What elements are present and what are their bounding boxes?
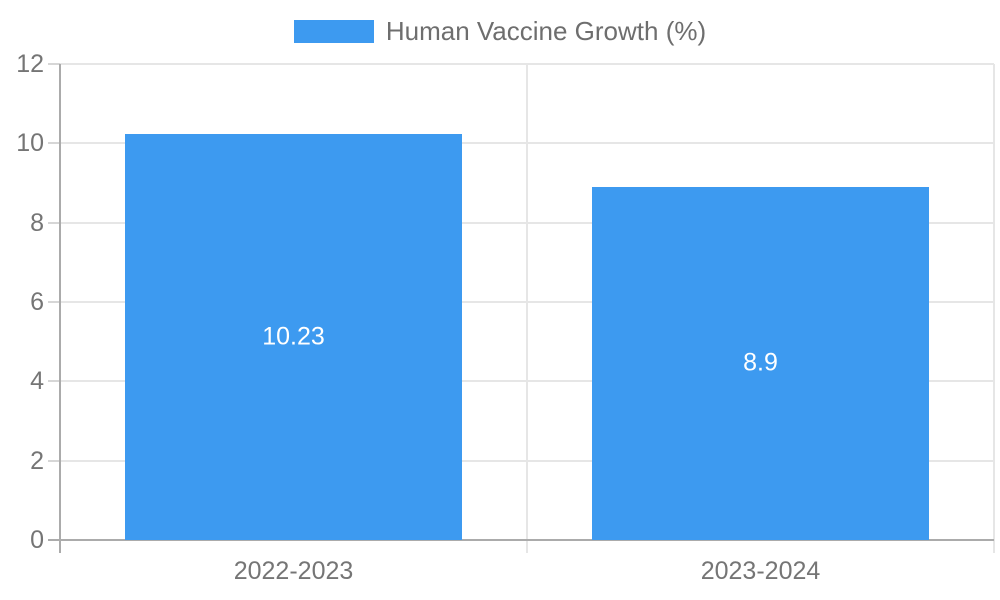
x-category-label: 2023-2024 bbox=[700, 557, 821, 585]
y-tick-mark bbox=[48, 221, 60, 224]
y-tick-label: 12 bbox=[16, 50, 44, 78]
y-tick-mark bbox=[48, 301, 60, 303]
bar[interactable]: 8.9 bbox=[592, 186, 929, 540]
legend-swatch bbox=[293, 20, 374, 43]
x-category-label: 2022-2023 bbox=[233, 557, 354, 585]
y-tick-label: 8 bbox=[30, 208, 44, 237]
y-tick-label: 4 bbox=[30, 367, 44, 396]
y-tick-mark bbox=[48, 142, 60, 145]
y-axis-line bbox=[59, 64, 61, 540]
gridline-x bbox=[993, 64, 995, 553]
bar[interactable]: 10.23 bbox=[125, 134, 462, 540]
y-tick-label: 2 bbox=[30, 446, 44, 475]
x-axis-baseline bbox=[48, 539, 994, 541]
y-tick-label: 10 bbox=[16, 129, 44, 158]
y-tick-mark bbox=[48, 459, 60, 462]
gridline-x bbox=[526, 64, 528, 553]
legend-label: Human Vaccine Growth (%) bbox=[385, 16, 707, 46]
x-tick-mark bbox=[59, 540, 61, 553]
bar-value-label: 10.23 bbox=[262, 322, 325, 351]
y-tick-mark bbox=[48, 63, 60, 65]
y-tick-label: 0 bbox=[30, 526, 44, 554]
y-tick-mark bbox=[48, 380, 60, 383]
legend[interactable]: Human Vaccine Growth (%) bbox=[0, 16, 1000, 47]
bar-value-label: 8.9 bbox=[743, 348, 778, 377]
y-tick-label: 6 bbox=[30, 288, 44, 316]
